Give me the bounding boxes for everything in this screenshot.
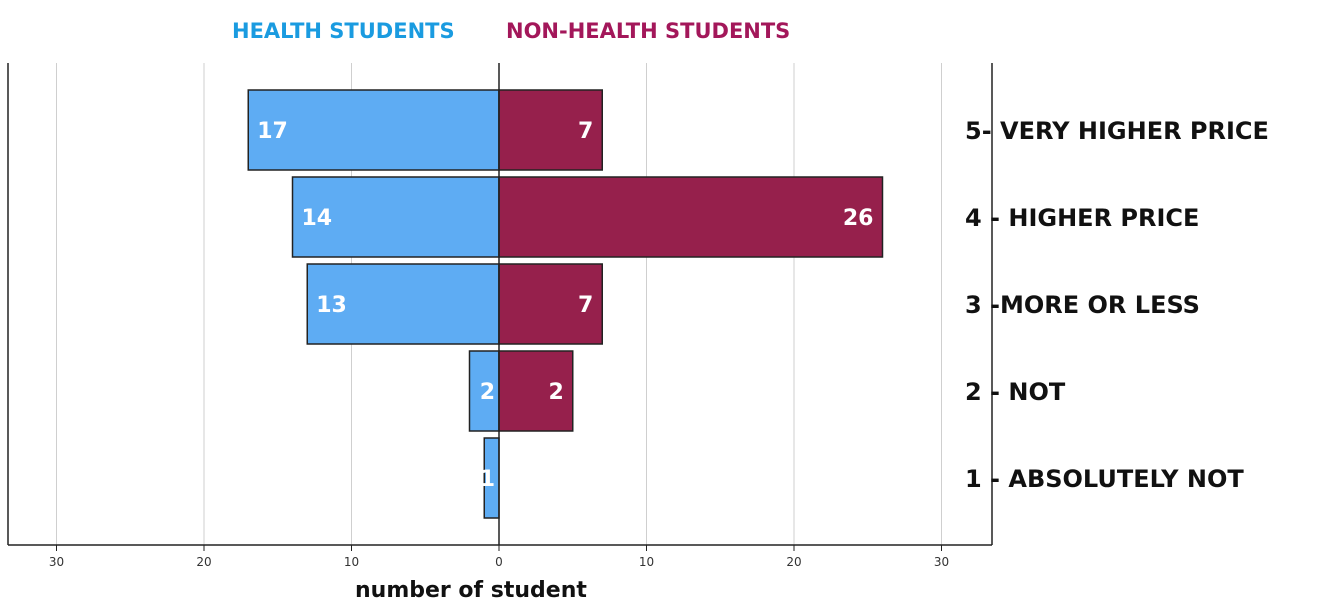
axes [7, 63, 993, 546]
legend-health-students: HEALTH STUDENTS [232, 19, 455, 43]
bar-labels: 17 7 14 26 13 7 2 2 1 [257, 119, 873, 492]
bar-health [306, 263, 500, 345]
x-tick-label: 20 [196, 555, 211, 569]
bar-label-non-health: 2 [548, 380, 563, 405]
bar-label-health: 13 [316, 293, 347, 318]
bar-label-non-health: 26 [843, 206, 874, 231]
bar-label-health: 1 [480, 467, 495, 492]
bar-label-health: 17 [257, 119, 288, 144]
bar-non-health [498, 176, 884, 258]
bar-label-health: 2 [480, 380, 495, 405]
x-axis-title: number of student [355, 578, 587, 603]
x-tick-label: 20 [786, 555, 801, 569]
category-label: 1 - ABSOLUTELY NOT [965, 465, 1244, 493]
x-tick-labels: 30 20 10 0 10 20 30 [49, 545, 949, 569]
bar-label-non-health: 7 [578, 293, 593, 318]
bar-health [468, 350, 500, 432]
x-tick-label: 30 [934, 555, 949, 569]
category-labels: 5- VERY HIGHER PRICE 4 - HIGHER PRICE 3 -M… [965, 117, 1269, 493]
bar-health [247, 89, 500, 171]
legend: HEALTH STUDENTS NON-HEALTH STUDENTS [232, 19, 790, 43]
category-label: 2 - NOT [965, 378, 1066, 406]
bar-label-health: 14 [302, 206, 333, 231]
x-tick-label: 10 [639, 555, 654, 569]
bar-non-health [498, 263, 603, 345]
category-label: 4 - HIGHER PRICE [965, 204, 1199, 232]
bar-non-health [498, 350, 574, 432]
x-tick-label: 10 [344, 555, 359, 569]
bars [247, 89, 884, 519]
legend-non-health-students: NON-HEALTH STUDENTS [506, 19, 790, 43]
x-tick-label: 0 [495, 555, 503, 569]
category-label: 3 -MORE OR LESS [965, 291, 1200, 319]
category-label: 5- VERY HIGHER PRICE [965, 117, 1269, 145]
x-tick-label: 30 [49, 555, 64, 569]
bar-label-non-health: 7 [578, 119, 593, 144]
